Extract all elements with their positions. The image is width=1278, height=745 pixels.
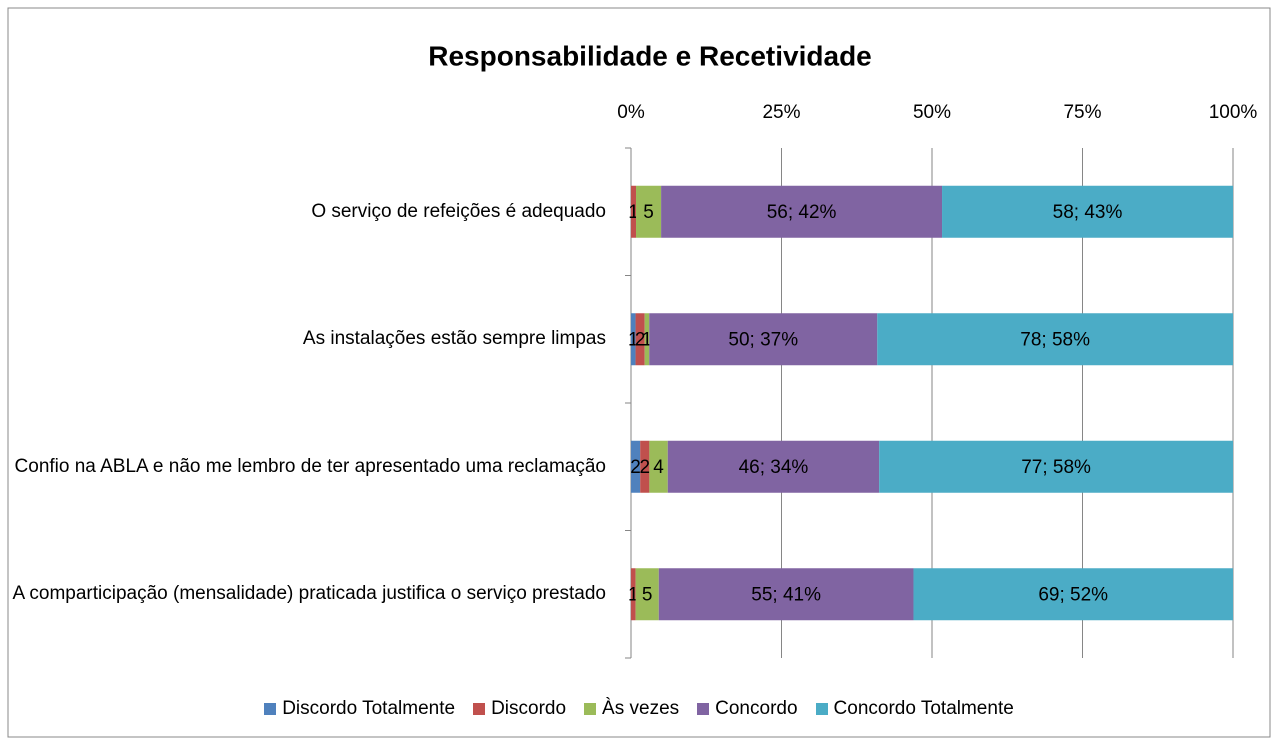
data-label: 2 bbox=[630, 457, 641, 478]
legend-swatch bbox=[584, 703, 597, 715]
bar-segment bbox=[877, 313, 1233, 366]
bar-segment bbox=[635, 313, 645, 366]
category-text: Confio na ABLA e não me lembro de ter ap… bbox=[14, 455, 606, 477]
bar-segment bbox=[649, 440, 668, 493]
bar-segment bbox=[649, 313, 878, 366]
data-label: 55; 41% bbox=[751, 584, 821, 605]
legend-item: Discordo Totalmente bbox=[264, 698, 455, 720]
bar-segment bbox=[879, 440, 1233, 493]
data-label: 46; 34% bbox=[739, 457, 809, 478]
legend-swatch bbox=[815, 703, 828, 715]
x-tick-label: 100% bbox=[1209, 102, 1258, 123]
x-tick-label: 25% bbox=[762, 102, 800, 123]
data-label: 58; 43% bbox=[1053, 202, 1123, 223]
legend-swatch bbox=[473, 703, 486, 715]
bar-segment bbox=[942, 185, 1233, 238]
chart-title: Responsabilidade e Recetividade bbox=[428, 40, 872, 71]
legend-label: Às vezes bbox=[602, 698, 680, 719]
legend-label: Concordo Totalmente bbox=[833, 698, 1014, 719]
category-text: As instalações estão sempre limpas bbox=[302, 328, 606, 350]
data-label: 2 bbox=[635, 329, 646, 350]
data-label: 56; 42% bbox=[767, 202, 837, 223]
bar-segment bbox=[635, 568, 659, 621]
data-label: 78; 58% bbox=[1020, 329, 1090, 350]
legend-swatch bbox=[697, 703, 710, 715]
data-label: 4 bbox=[653, 457, 664, 478]
legend-item: Concordo bbox=[697, 698, 798, 720]
bar-segment bbox=[640, 440, 650, 493]
bar-segment bbox=[631, 185, 637, 238]
x-tick-label: 75% bbox=[1063, 102, 1101, 123]
category-text: A comparticipação (mensalidade) praticad… bbox=[12, 583, 606, 605]
data-label: 50; 37% bbox=[728, 329, 798, 350]
data-label: 69; 52% bbox=[1038, 584, 1108, 605]
bar-segment bbox=[631, 313, 636, 366]
bar-segment bbox=[636, 185, 662, 238]
bar-segment bbox=[658, 568, 914, 621]
category-label: O serviço de refeições é adequado bbox=[10, 182, 606, 242]
category-label: As instalações estão sempre limpas bbox=[10, 309, 606, 369]
data-label: 77; 58% bbox=[1021, 457, 1091, 478]
category-label: A comparticipação (mensalidade) praticad… bbox=[10, 564, 606, 624]
data-label: 1 bbox=[628, 329, 639, 350]
x-tick-label: 50% bbox=[913, 102, 951, 123]
legend-item: Discordo bbox=[473, 698, 566, 720]
bar-segment bbox=[661, 185, 943, 238]
category-text: O serviço de refeições é adequado bbox=[311, 200, 606, 222]
bar-segment bbox=[631, 440, 641, 493]
data-label: 2 bbox=[639, 457, 650, 478]
legend-label: Concordo bbox=[715, 698, 798, 719]
data-label: 5 bbox=[643, 202, 654, 223]
x-tick-label: 0% bbox=[617, 102, 645, 123]
legend-item: Concordo Totalmente bbox=[815, 698, 1014, 720]
legend: Discordo Totalmente Discordo Às vezes Conco… bbox=[0, 698, 1278, 720]
bar-segment bbox=[644, 313, 650, 366]
legend-label: Discordo Totalmente bbox=[282, 698, 456, 719]
bar-segment bbox=[667, 440, 880, 493]
legend-label: Discordo bbox=[491, 698, 567, 719]
data-label: 1 bbox=[642, 329, 653, 350]
bar-segment bbox=[913, 568, 1233, 621]
data-label: 5 bbox=[642, 584, 653, 605]
category-label: Confio na ABLA e não me lembro de ter ap… bbox=[10, 437, 606, 497]
data-label: 1 bbox=[628, 584, 639, 605]
legend-swatch bbox=[264, 703, 277, 715]
data-label: 1 bbox=[628, 202, 639, 223]
legend-item: Às vezes bbox=[584, 698, 679, 720]
bar-segment bbox=[631, 568, 636, 621]
